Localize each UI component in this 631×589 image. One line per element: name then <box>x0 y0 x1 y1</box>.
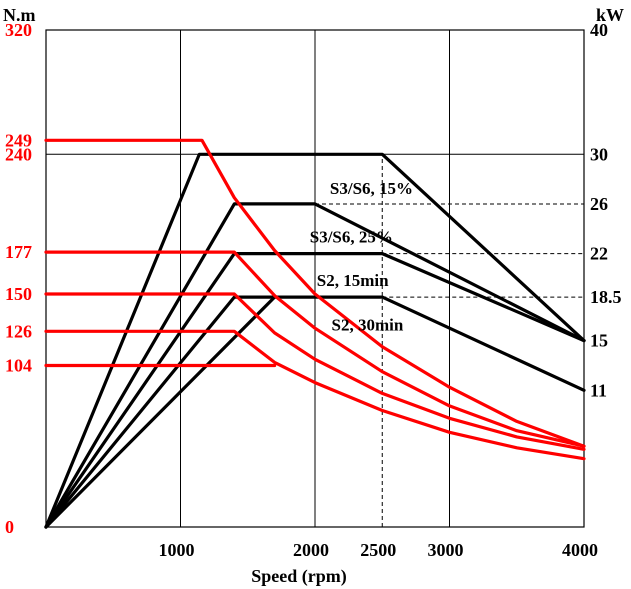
x-tick-label: 4000 <box>562 540 598 560</box>
power-curve <box>44 252 586 529</box>
series-label: S3/S6, 15% <box>330 179 413 198</box>
y-right-tick-label: 40 <box>590 20 608 40</box>
y-right-tick-label: 11 <box>590 380 607 400</box>
y-right-tick-label: 18.5 <box>590 287 622 307</box>
x-tick-label: 2000 <box>293 540 329 560</box>
grid-layer <box>45 29 585 528</box>
torque-curve <box>44 329 586 461</box>
torque-curve <box>44 138 586 448</box>
x-tick-label: 1000 <box>159 540 195 560</box>
series-label: S2, 30min <box>332 316 404 335</box>
power-curve <box>44 295 277 529</box>
y-left-tick-label: 177 <box>5 242 32 262</box>
y-left-tick-label: 240 <box>5 144 32 164</box>
y-left-unit-label: N.m <box>3 5 36 25</box>
x-axis-title: Speed (rpm) <box>251 566 347 587</box>
y-right-tick-label: 26 <box>590 194 608 214</box>
y-right-tick-label: 15 <box>590 331 608 351</box>
y-right-tick-label: 22 <box>590 244 608 264</box>
y-left-tick-label: 0 <box>5 517 14 537</box>
torque-curves <box>44 138 586 461</box>
x-tick-label: 2500 <box>360 540 396 560</box>
y-left-tick-label: 320 <box>5 20 32 40</box>
y-left-tick-label: 126 <box>5 321 32 341</box>
series-labels: S3/S6, 15% S3/S6, 25% S2, 15min S2, 30min <box>310 179 413 335</box>
power-curve <box>44 152 586 529</box>
power-curve <box>44 295 586 529</box>
series-label: S3/S6, 25% <box>310 227 393 246</box>
y-right-tick-label: 30 <box>590 144 608 164</box>
x-tick-label: 3000 <box>428 540 464 560</box>
torque-curve <box>44 250 586 448</box>
y-left-tick-label: 150 <box>5 284 32 304</box>
torque-curve <box>44 292 586 451</box>
series-label: S2, 15min <box>317 271 389 290</box>
y-left-tick-label: 249 <box>5 130 32 150</box>
tick-labels: 1000 2000 2500 3000 400032024924017715012610… <box>5 20 622 560</box>
y-right-unit-label: kW <box>596 5 624 25</box>
y-left-tick-label: 104 <box>5 355 32 375</box>
